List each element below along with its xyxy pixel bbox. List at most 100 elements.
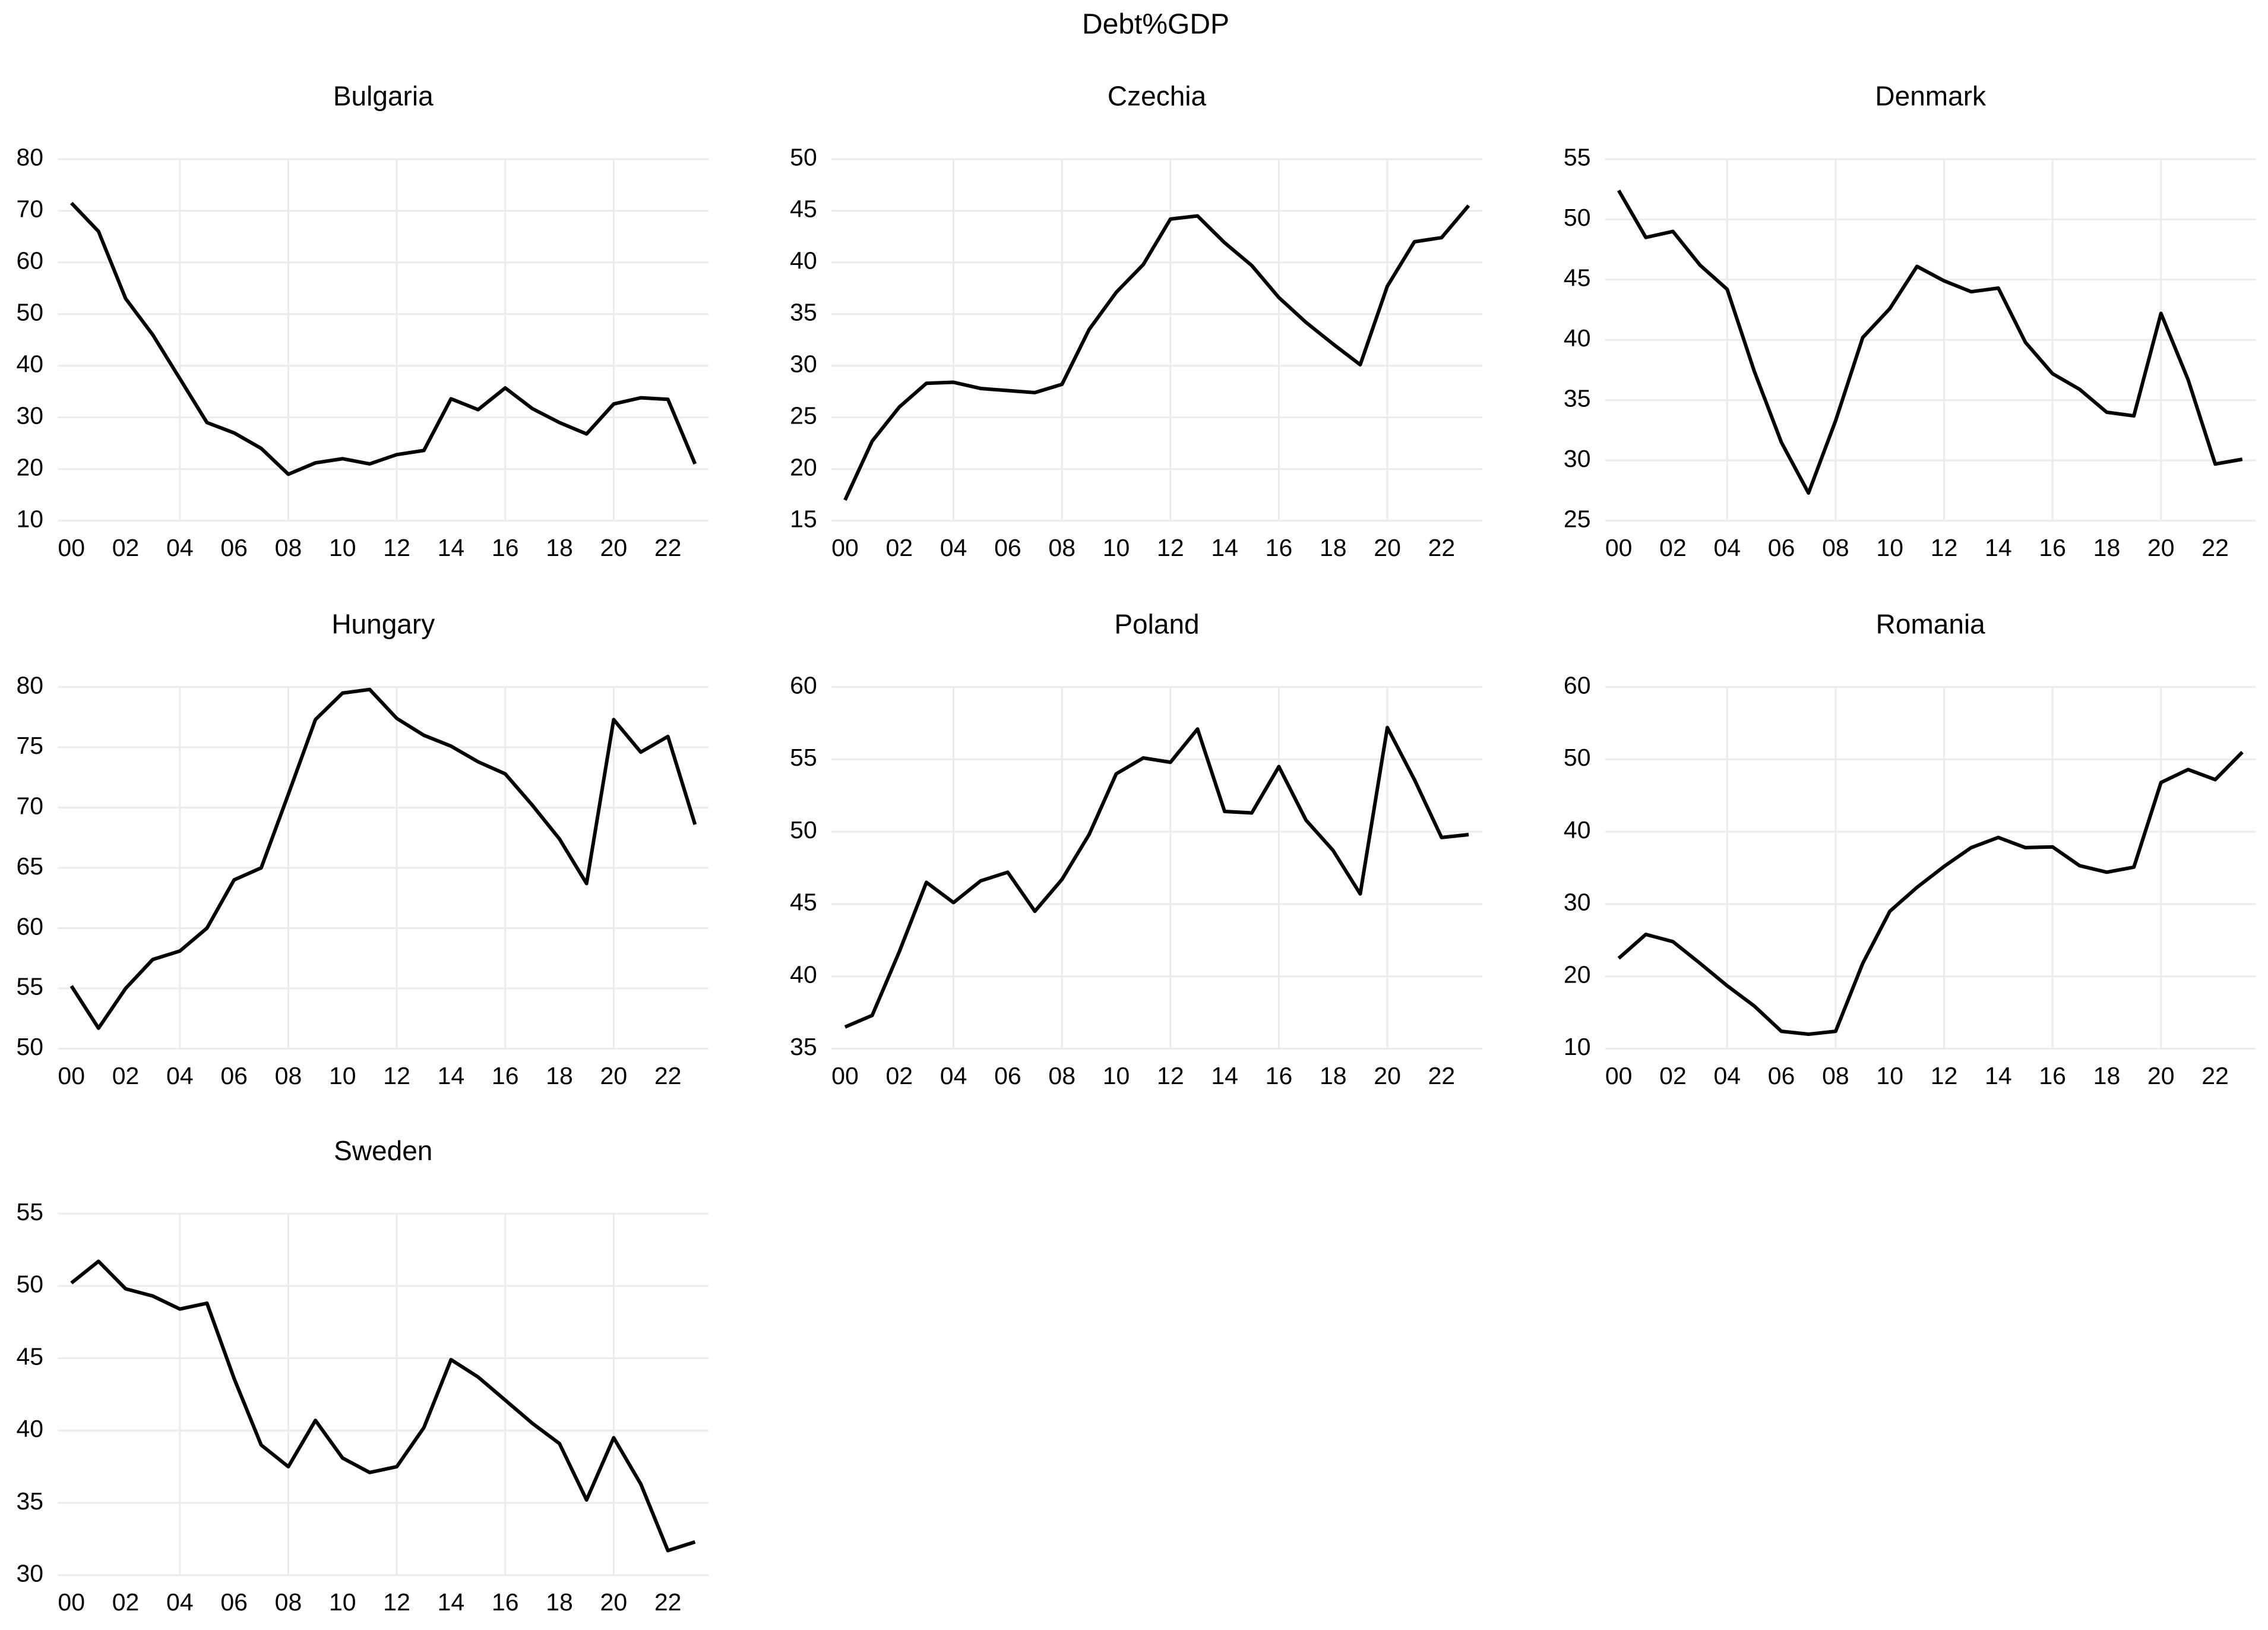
y-tick-label: 20 xyxy=(790,453,817,481)
y-tick-label: 35 xyxy=(790,1033,817,1060)
x-tick-label: 22 xyxy=(2201,1062,2229,1089)
x-tick-label: 10 xyxy=(329,1062,356,1089)
x-tick-label: 20 xyxy=(2147,1062,2175,1089)
x-tick-label: 18 xyxy=(1320,534,1347,561)
x-tick-label: 14 xyxy=(1211,534,1238,561)
data-line xyxy=(843,204,1470,501)
y-tick-label: 50 xyxy=(16,1033,43,1060)
x-tick-label: 20 xyxy=(600,534,628,561)
panel: Bulgaria 10 20 30 40 50 60 70 80 00 02 04 06 08 10 12 14… xyxy=(16,81,709,561)
x-tick-label: 06 xyxy=(220,534,248,561)
x-tick-label: 00 xyxy=(1605,534,1633,561)
x-tick-label: 08 xyxy=(275,1062,302,1089)
x-tick-label: 16 xyxy=(1266,534,1293,561)
x-tick-label: 20 xyxy=(600,1588,628,1616)
y-tick-label: 80 xyxy=(16,671,43,699)
x-tick-label: 20 xyxy=(1374,534,1401,561)
x-tick-label: 14 xyxy=(1985,534,2012,561)
x-tick-label: 06 xyxy=(994,1062,1021,1089)
y-tick-label: 15 xyxy=(790,505,817,532)
y-tick-label: 35 xyxy=(1564,385,1591,412)
y-tick-label: 65 xyxy=(16,852,43,880)
x-tick-label: 10 xyxy=(329,1588,356,1616)
x-tick-label: 16 xyxy=(2039,534,2066,561)
x-tick-label: 16 xyxy=(1266,1062,1293,1089)
y-tick-label: 25 xyxy=(790,402,817,429)
x-tick-label: 02 xyxy=(1659,1062,1687,1089)
x-tick-label: 02 xyxy=(112,534,140,561)
y-tick-label: 45 xyxy=(790,889,817,916)
x-tick-label: 04 xyxy=(166,534,194,561)
x-tick-label: 22 xyxy=(654,1062,682,1089)
y-tick-label: 50 xyxy=(16,1271,43,1298)
data-line xyxy=(844,725,1469,1029)
x-tick-label: 18 xyxy=(1320,1062,1347,1089)
y-tick-label: 55 xyxy=(790,744,817,771)
x-tick-label: 02 xyxy=(112,1062,140,1089)
x-tick-label: 22 xyxy=(654,1588,682,1616)
y-tick-label: 70 xyxy=(16,792,43,819)
y-tick-label: 50 xyxy=(1564,744,1591,771)
x-tick-label: 02 xyxy=(885,534,913,561)
y-tick-label: 60 xyxy=(16,912,43,940)
y-tick-label: 30 xyxy=(790,350,817,378)
y-tick-label: 20 xyxy=(1564,961,1591,988)
x-tick-label: 04 xyxy=(1713,1062,1741,1089)
panel: Sweden 30 35 40 45 50 55 00 02 04 06 08 10 12 14 16 18 20… xyxy=(16,1135,709,1616)
x-tick-label: 06 xyxy=(220,1062,248,1089)
y-tick-label: 60 xyxy=(790,671,817,699)
y-tick-label: 40 xyxy=(16,1415,43,1442)
y-tick-label: 40 xyxy=(1564,324,1591,352)
x-tick-label: 16 xyxy=(492,1062,519,1089)
y-tick-label: 45 xyxy=(790,195,817,223)
x-tick-label: 06 xyxy=(1768,1062,1795,1089)
y-tick-label: 30 xyxy=(1564,445,1591,472)
x-tick-label: 16 xyxy=(492,534,519,561)
panel: Poland 35 40 45 50 55 60 00 02 04 06 08 10 12 14 16 18 20… xyxy=(790,609,1482,1089)
y-tick-label: 35 xyxy=(16,1487,43,1515)
x-tick-label: 22 xyxy=(1428,534,1456,561)
panel: Czechia 15 20 25 30 35 40 45 50 00 02 04 06 08 10 12 14 1… xyxy=(790,81,1482,561)
panel-title: Romania xyxy=(1876,609,1986,640)
y-tick-label: 60 xyxy=(16,247,43,274)
x-tick-label: 22 xyxy=(654,534,682,561)
x-tick-label: 12 xyxy=(1931,534,1958,561)
data-line xyxy=(70,1259,696,1553)
y-tick-label: 60 xyxy=(1564,671,1591,699)
x-tick-label: 04 xyxy=(1713,534,1741,561)
y-tick-label: 10 xyxy=(1564,1033,1591,1060)
x-tick-label: 10 xyxy=(1876,1062,1903,1089)
x-tick-label: 18 xyxy=(2093,1062,2121,1089)
x-tick-label: 20 xyxy=(600,1062,628,1089)
y-tick-label: 30 xyxy=(16,1560,43,1587)
y-tick-label: 45 xyxy=(1564,264,1591,292)
x-tick-label: 06 xyxy=(220,1588,248,1616)
main-title: Debt%GDP xyxy=(1082,9,1229,40)
data-line xyxy=(1617,751,2244,1037)
x-tick-label: 12 xyxy=(383,534,410,561)
x-tick-label: 08 xyxy=(275,1588,302,1616)
y-tick-label: 30 xyxy=(1564,889,1591,916)
panel: Hungary 50 55 60 65 70 75 80 00 02 04 06 08 10 12 14 16 1… xyxy=(16,609,709,1089)
x-tick-label: 20 xyxy=(1374,1062,1401,1089)
y-tick-label: 70 xyxy=(16,195,43,223)
panel-title: Bulgaria xyxy=(333,81,434,112)
x-tick-label: 12 xyxy=(383,1062,410,1089)
x-tick-label: 10 xyxy=(1103,534,1130,561)
x-tick-label: 10 xyxy=(329,534,356,561)
y-tick-label: 10 xyxy=(16,505,43,532)
x-tick-label: 06 xyxy=(994,534,1021,561)
y-tick-label: 35 xyxy=(790,299,817,326)
x-tick-label: 14 xyxy=(438,534,465,561)
data-line xyxy=(1617,189,2243,495)
panel-title: Denmark xyxy=(1875,81,1987,112)
x-tick-label: 10 xyxy=(1103,1062,1130,1089)
x-tick-label: 08 xyxy=(275,534,302,561)
data-line xyxy=(69,687,697,1030)
y-tick-label: 75 xyxy=(16,732,43,759)
data-line xyxy=(70,201,697,476)
x-tick-label: 22 xyxy=(2201,534,2229,561)
x-tick-label: 18 xyxy=(546,534,573,561)
